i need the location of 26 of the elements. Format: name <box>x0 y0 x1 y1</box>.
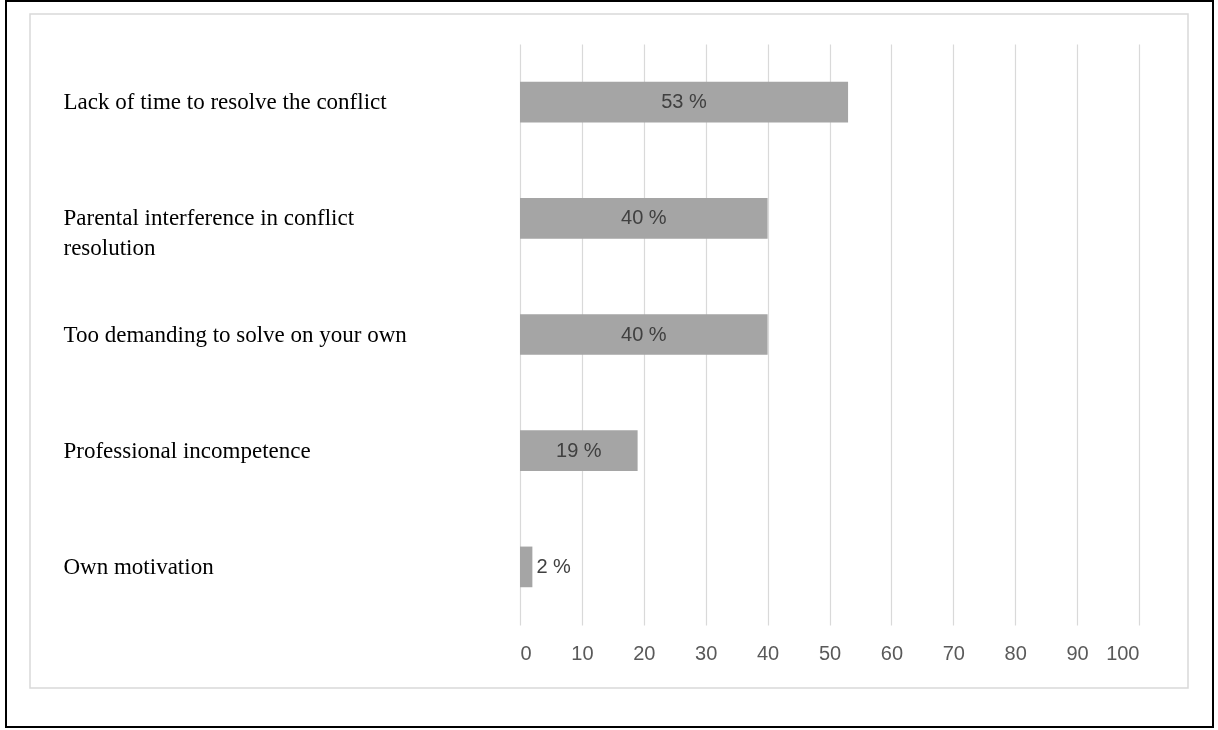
bar <box>520 81 849 123</box>
y-tick-label: Own motivation <box>63 553 215 579</box>
x-tick-label: 60 <box>880 641 904 664</box>
x-tick-label: 20 <box>633 641 656 664</box>
y-tick-label: Too demanding to solve on your own <box>63 321 408 347</box>
x-tick-label: 70 <box>942 641 965 664</box>
data-label: 2 % <box>536 554 572 577</box>
bar <box>520 197 768 239</box>
bar <box>520 546 533 588</box>
x-tick-label: 40 <box>756 641 780 664</box>
y-tick-label: Parental interference in conflict resolution <box>63 205 355 261</box>
bar <box>520 430 638 472</box>
data-label: 19 % <box>556 438 602 461</box>
x-tick-label: 30 <box>695 641 718 664</box>
x-tick-label: 0 <box>520 641 532 664</box>
x-tick-label: 10 <box>571 641 594 664</box>
y-tick-label: Professional incompetence <box>63 437 311 463</box>
data-label: 53 % <box>661 90 708 113</box>
x-tick-label: 80 <box>1004 641 1027 664</box>
y-tick-label: Lack of time to resolve the conflict <box>63 89 388 115</box>
data-label: 40 % <box>621 322 667 345</box>
bar <box>520 314 768 355</box>
data-label: 40 % <box>621 206 667 229</box>
x-tick-label: 50 <box>818 641 842 664</box>
x-tick-label: 90 <box>1066 641 1089 664</box>
x-tick-label: 100 <box>1106 641 1140 664</box>
